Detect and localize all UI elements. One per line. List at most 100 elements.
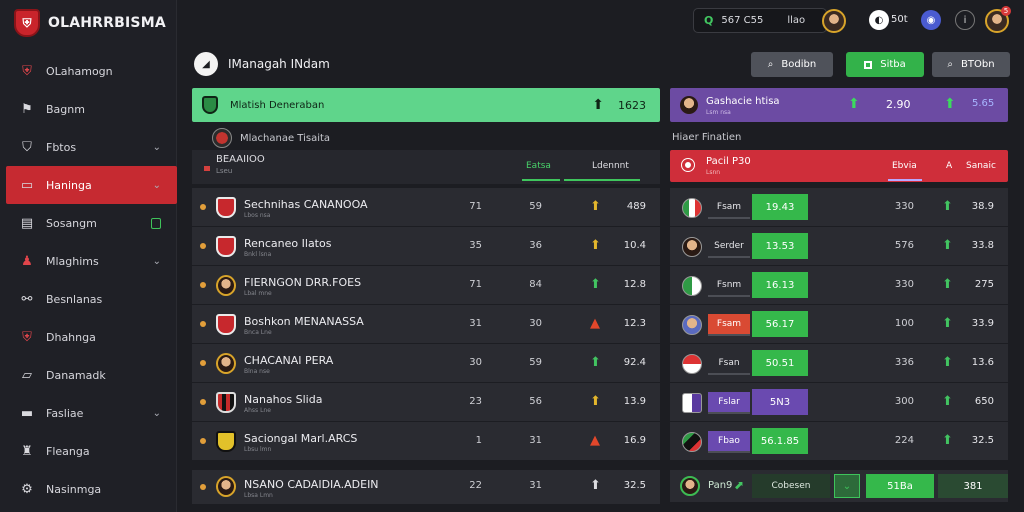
right-column-header-1[interactable]: Ebvia <box>892 161 917 171</box>
column-underline-1 <box>522 179 560 181</box>
header-button-3-label: BTObn <box>961 59 995 70</box>
row-label[interactable]: Fbao <box>708 431 750 453</box>
brand[interactable]: ⛨ OLAHRRBISMA <box>14 8 166 38</box>
table-row[interactable]: Fslar 5N3 300 ⬆ 650 <box>670 383 1008 422</box>
row-value[interactable]: 5N3 <box>752 389 808 415</box>
player-meta: Lbal mne <box>244 290 272 297</box>
search-icon: ⌕ <box>767 59 774 70</box>
player-avatar <box>680 476 700 496</box>
row-label[interactable]: Fsnm <box>708 275 750 297</box>
sidebar-item-label: Nasinmga <box>46 482 102 496</box>
table-row[interactable]: Saciongal Marl.ARCS Lbsu lmn 1 31 ▲ 16.9 <box>192 422 660 461</box>
stat-3: 13.9 <box>623 396 646 407</box>
player-avatar <box>216 476 236 497</box>
trend-icon: ⬆ <box>590 238 601 253</box>
sidebar-item-1[interactable]: ⛨ OLahamogn <box>6 52 177 90</box>
row-label[interactable]: Fsan <box>708 353 750 375</box>
sidebar-item-2[interactable]: ⚑ Bagnm <box>6 90 177 128</box>
row-value[interactable]: 50.51 <box>752 350 808 376</box>
player-name: Saciongal Marl.ARCS <box>244 432 358 445</box>
sidebar-nav: ⛨ OLahamogn ⚑ Bagnm ⛉ Fbtos ⌄ ▭ Haninga ⌄ ▤ Sosangm… <box>6 52 177 508</box>
globe-icon[interactable]: ◉ <box>921 10 941 30</box>
table-row[interactable]: Serder 13.53 576 ⬆ 33.8 <box>670 227 1008 266</box>
arrow-up-icon: ⬆ <box>942 238 953 253</box>
header-button-1[interactable]: ⌕ Bodibn <box>751 52 833 77</box>
stat-2: 13.6 <box>971 357 994 368</box>
footer-button-1[interactable]: Cobesen <box>752 474 830 498</box>
right-subheader: Hiaer Finatien <box>672 132 742 143</box>
stat-3: 489 <box>626 201 646 212</box>
table-header: BEAAIIOO Lseu Eatsa Ldennnt <box>192 150 660 184</box>
row-value[interactable]: 56.1.85 <box>752 428 808 454</box>
sidebar-item-label: Danamadk <box>46 368 106 382</box>
featured-value-2: 5.65 <box>972 98 995 109</box>
table-row[interactable]: Nanahos Slida Ahss Lne 23 56 ⬆ 13.9 <box>192 383 660 422</box>
sidebar-item-3[interactable]: ⛉ Fbtos ⌄ <box>6 128 177 166</box>
row-value[interactable]: 16.13 <box>752 272 808 298</box>
sidebar-item-12[interactable]: ⚙ Nasinmga <box>6 470 177 508</box>
table-row[interactable]: Fbao 56.1.85 224 ⬆ 32.5 <box>670 422 1008 461</box>
right-table: Fsam 19.43 330 ⬆ 38.9 Serder 13.53 576 ⬆ 33.8 Fsnm… <box>670 188 1008 461</box>
right-column-underline <box>888 179 922 181</box>
header-button-3[interactable]: ⌕ BTObn <box>932 52 1010 77</box>
player-name: Boshkon MENANASSA <box>244 315 364 328</box>
sidebar-item-6[interactable]: ♟ Mlaghims ⌄ <box>6 242 177 280</box>
search-input[interactable]: 567 C55 <box>721 15 764 26</box>
table-row[interactable]: Boshkon MENANASSA Bnca Lne 31 30 ▲ 12.3 <box>192 305 660 344</box>
arrow-up-icon: ⬆ <box>942 277 953 292</box>
moon-icon[interactable]: ◐ <box>869 10 889 30</box>
sidebar-item-label: Mlaghims <box>46 254 99 268</box>
right-column-header-3[interactable]: Sanaic <box>966 161 996 171</box>
flag-icon: ⚑ <box>21 101 33 117</box>
row-label[interactable]: Serder <box>708 236 750 258</box>
right-column-header-2[interactable]: A <box>946 161 953 171</box>
brand-name: OLAHRRBISMA <box>48 15 166 31</box>
row-label[interactable]: Fsam <box>708 197 750 219</box>
sidebar-item-8[interactable]: ⛨ Dhahnga <box>6 318 177 356</box>
stat-2: 33.8 <box>971 240 994 251</box>
search-box[interactable]: Q 567 C55 llao <box>693 8 827 33</box>
table-row[interactable]: Fsnm 16.13 330 ⬆ 275 <box>670 266 1008 305</box>
table-row[interactable]: Rencaneo Ilatos Bnkl lsna 35 36 ⬆ 10.4 <box>192 227 660 266</box>
table-row[interactable]: Fsan 50.51 336 ⬆ 13.6 <box>670 344 1008 383</box>
table-row[interactable]: FIERNGON DRR.FOES Lbal mne 71 84 ⬆ 12.8 <box>192 266 660 305</box>
featured-banner[interactable]: Gashacie htisa Lsm nsa ⬆ 2.90 ⬆ 5.65 <box>670 88 1008 122</box>
row-label[interactable]: Fslar <box>708 392 750 414</box>
footer-button-2[interactable]: 51Ba <box>866 474 934 498</box>
stat-1: 1 <box>475 435 482 446</box>
sidebar-item-label: Besnlanas <box>46 292 103 306</box>
table-row[interactable]: Fsam 19.43 330 ⬆ 38.9 <box>670 188 1008 227</box>
footer-label: Pan9 <box>708 480 733 491</box>
row-label[interactable]: Fsam <box>708 314 750 336</box>
header-button-2[interactable]: Sitba <box>846 52 924 77</box>
sidebar-item-10[interactable]: ▬ Fasliae ⌄ <box>6 394 177 432</box>
player-table: Sechnihas CANANOOA Lbos nsa 71 59 ⬆ 489 Rencan… <box>192 188 660 461</box>
sidebar-item-9[interactable]: ▱ Danamadk <box>6 356 177 394</box>
row-value[interactable]: 56.17 <box>752 311 808 337</box>
table-row[interactable]: CHACANAI PERA Blna nse 30 59 ⬆ 92.4 <box>192 344 660 383</box>
flag-icon <box>682 276 702 296</box>
chevron-down-icon[interactable]: ⌄ <box>834 474 860 498</box>
status-dot <box>200 204 206 210</box>
row-value[interactable]: 19.43 <box>752 194 808 220</box>
arrow-up-icon: ⬆ <box>942 316 953 331</box>
table-row[interactable]: NSANO CADAIDIA.ADEIN Lbsa Lmn 22 31 ⬆ 32… <box>192 470 660 504</box>
right-table-header: Pacil P30 Lsnn Ebvia A Sanaic <box>670 150 1008 182</box>
column-header-1[interactable]: Eatsa <box>526 161 551 171</box>
match-banner[interactable]: Mlatish Deneraban ⬆ 1623 <box>192 88 660 122</box>
table-row[interactable]: Fsam 56.17 100 ⬆ 33.9 <box>670 305 1008 344</box>
sidebar-item-7[interactable]: ⚯ Besnlanas <box>6 280 177 318</box>
trend-icon: ▲ <box>590 316 600 331</box>
status-dot <box>200 484 206 490</box>
sidebar-item-11[interactable]: ♜ Fleanga <box>6 432 177 470</box>
row-value[interactable]: 13.53 <box>752 233 808 259</box>
sidebar-item-5[interactable]: ▤ Sosangm <box>6 204 177 242</box>
footer-button-3[interactable]: 381 <box>938 474 1008 498</box>
table-row[interactable]: Sechnihas CANANOOA Lbos nsa 71 59 ⬆ 489 <box>192 188 660 227</box>
info-icon[interactable]: i <box>955 10 975 30</box>
table-header-label: BEAAIIOO <box>216 154 265 165</box>
sidebar-item-4[interactable]: ▭ Haninga ⌄ <box>6 166 177 204</box>
stat-1: 576 <box>894 240 914 251</box>
user-avatar[interactable] <box>822 9 846 33</box>
column-header-2[interactable]: Ldennnt <box>592 161 629 171</box>
